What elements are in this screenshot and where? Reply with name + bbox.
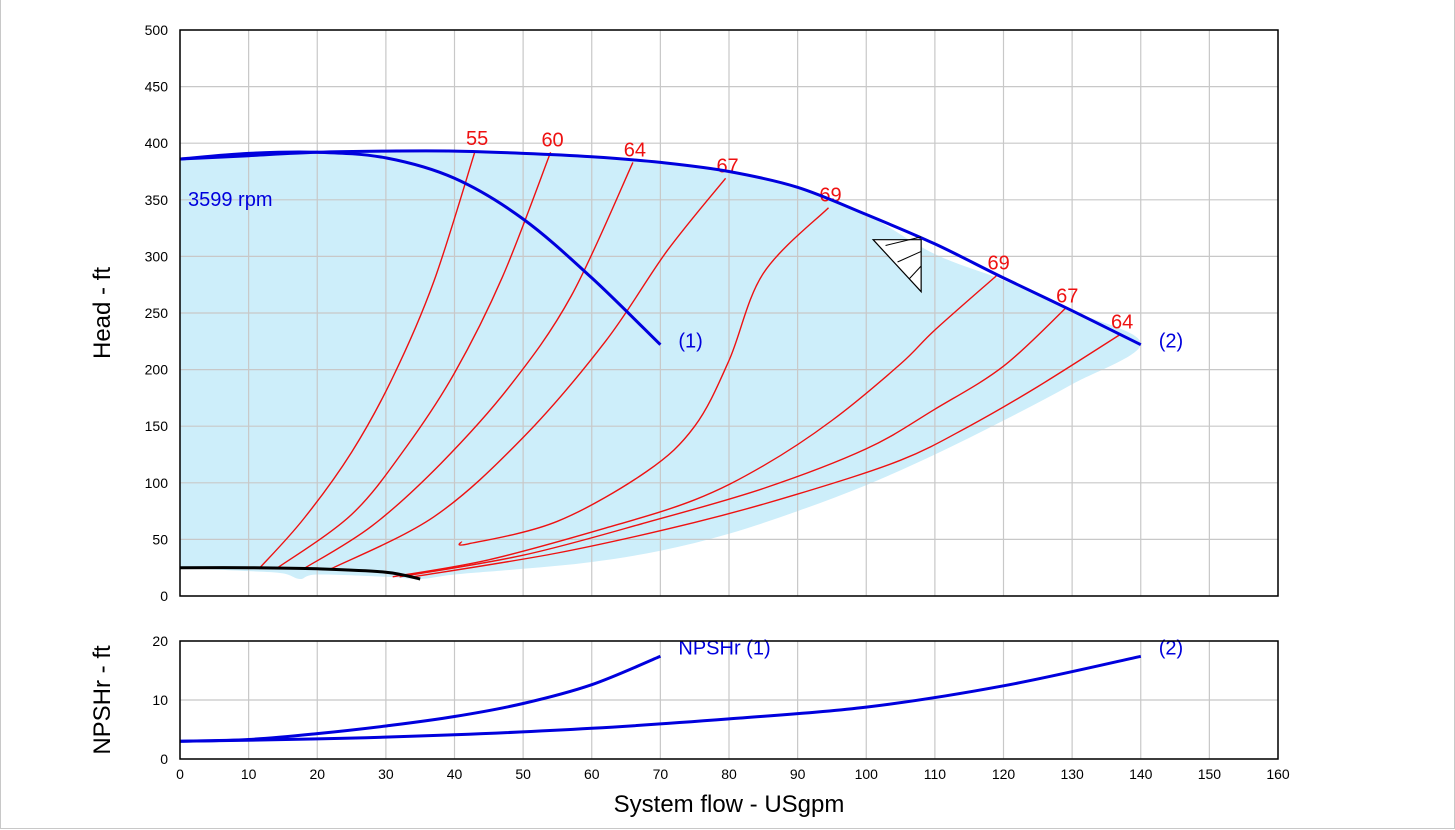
npsh-plot-border bbox=[179, 640, 1279, 760]
x-tick-label: 130 bbox=[1060, 766, 1084, 782]
x-tick-label: 40 bbox=[447, 766, 463, 782]
x-tick-label: 90 bbox=[790, 766, 806, 782]
x-tick-label: 160 bbox=[1266, 766, 1290, 782]
npsh-axis-title: NPSHr - ft bbox=[89, 645, 116, 755]
efficiency-curve-64 bbox=[413, 333, 1121, 578]
head-plot: 0 50 100 150 200 250 300 350 400 450 500 55 60 64 67 69… bbox=[145, 22, 1279, 604]
head-y-tick-label: 150 bbox=[145, 418, 169, 434]
head-y-tick-label: 500 bbox=[145, 22, 169, 38]
efficiency-label: 69 bbox=[988, 253, 1010, 275]
bep-triangle bbox=[871, 239, 922, 294]
x-tick-label: 120 bbox=[992, 766, 1016, 782]
x-tick-label: 20 bbox=[309, 766, 325, 782]
pump-curve-label-2: (2) bbox=[1159, 331, 1183, 353]
head-y-tick-label: 350 bbox=[145, 192, 169, 208]
x-tick-label: 50 bbox=[515, 766, 531, 782]
x-tick-label: 0 bbox=[176, 766, 184, 782]
min-diameter-curve bbox=[179, 566, 421, 581]
efficiency-label: 55 bbox=[466, 128, 488, 150]
head-y-tick-label: 450 bbox=[145, 79, 169, 95]
head-y-tick-label: 200 bbox=[145, 362, 169, 378]
speed-label: 3599 rpm bbox=[188, 189, 273, 211]
efficiency-curve-60 bbox=[275, 152, 552, 570]
head-y-tick-label: 400 bbox=[145, 135, 169, 151]
efficiency-curve-64 bbox=[303, 162, 634, 570]
x-tick-label: 110 bbox=[924, 766, 947, 782]
efficiency-curve-67 bbox=[330, 177, 727, 570]
pump-curve-2 bbox=[179, 149, 1142, 347]
efficiency-label: 67 bbox=[1056, 285, 1078, 307]
pump-curve-label-1: (1) bbox=[678, 331, 702, 353]
npsh-plot: 0 10 20 30 40 50 60 70 80 90 100 110 120 130 140 150 160… bbox=[152, 633, 1289, 782]
head-plot-border bbox=[179, 29, 1279, 597]
efficiency-curve-67 bbox=[399, 307, 1066, 578]
npsh-y-tick-label: 20 bbox=[152, 633, 168, 649]
x-tick-label: 140 bbox=[1129, 766, 1153, 782]
efficiency-curve-69 bbox=[458, 207, 829, 546]
head-y-tick-label: 0 bbox=[160, 588, 168, 604]
bep-hatch bbox=[909, 265, 922, 279]
head-y-tick-label: 300 bbox=[145, 248, 169, 264]
bep-hatch bbox=[885, 236, 922, 246]
x-axis-title: System flow - USgpm bbox=[614, 791, 845, 818]
npsh-y-tick-label: 0 bbox=[160, 751, 168, 767]
bep-hatch bbox=[897, 250, 922, 263]
efficiency-curve-69 bbox=[392, 275, 998, 578]
efficiency-label: 64 bbox=[1111, 312, 1133, 334]
x-tick-label: 70 bbox=[653, 766, 669, 782]
npsh-curve-label-2: (2) bbox=[1159, 637, 1183, 659]
efficiency-label: 60 bbox=[541, 129, 563, 151]
head-y-tick-label: 50 bbox=[152, 531, 168, 547]
x-tick-label: 30 bbox=[378, 766, 394, 782]
head-y-tick-label: 100 bbox=[145, 475, 169, 491]
efficiency-curve-55 bbox=[258, 150, 476, 570]
npsh-curve-label-1: NPSHr (1) bbox=[678, 637, 770, 659]
head-y-tick-label: 250 bbox=[145, 305, 169, 321]
npsh-curve-2 bbox=[180, 654, 1142, 743]
x-tick-label: 60 bbox=[584, 766, 600, 782]
x-tick-label: 10 bbox=[241, 766, 257, 782]
bep-marker-icon bbox=[871, 236, 922, 294]
efficiency-label: 64 bbox=[624, 139, 646, 161]
pump-curve-1 bbox=[179, 150, 662, 346]
head-axis-title: Head - ft bbox=[89, 267, 116, 359]
npsh-y-tick-label: 10 bbox=[152, 692, 168, 708]
x-tick-label: 100 bbox=[855, 766, 879, 782]
x-tick-label: 150 bbox=[1198, 766, 1222, 782]
x-tick-label: 80 bbox=[721, 766, 737, 782]
